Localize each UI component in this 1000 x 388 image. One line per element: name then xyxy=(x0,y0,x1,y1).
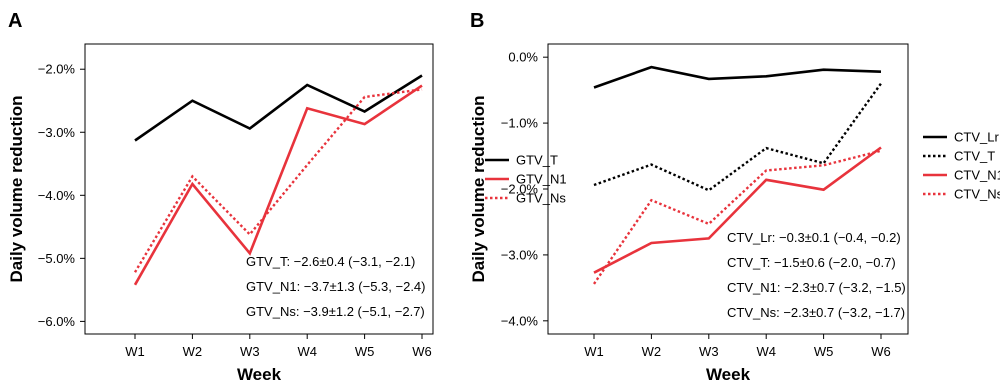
panel-a-yaxis-title: Daily volume reduction xyxy=(7,95,26,282)
panel-b-ytick-label: 0.0% xyxy=(508,50,538,65)
panel-b-xtick-label: W2 xyxy=(642,344,662,359)
panel-b: B −4.0% −3.0% −2.0% −1.0% 0.0% W1 W2 W3 W4 W5 W6 Wee… xyxy=(469,10,1000,384)
panel-a-ytick-label: −5.0% xyxy=(38,251,76,266)
panel-b-legend-label: CTV_T xyxy=(954,149,995,164)
panel-b-ytick-label: −2.0% xyxy=(501,182,539,197)
panel-a-plot-frame xyxy=(84,43,434,335)
panel-a-annotation: GTV_T: −2.6±0.4 (−3.1, −2.1) xyxy=(246,254,415,269)
panel-b-annotation: CTV_Ns: −2.3±0.7 (−3.2, −1.7) xyxy=(727,305,905,320)
panel-a-xtick-label: W4 xyxy=(297,344,317,359)
panel-a-xtick-label: W5 xyxy=(355,344,375,359)
panel-a-series-line-gtv-t xyxy=(134,74,423,142)
panel-b-legend-label: CTV_Ns xyxy=(954,187,1000,202)
panel-b-legend-label: CTV_Lr xyxy=(954,130,999,145)
panel-a-legend-label: GTV_Ns xyxy=(516,191,566,206)
panel-a-xtick-label: W3 xyxy=(240,344,260,359)
panel-b-xtick-label: W6 xyxy=(871,344,891,359)
panel-b-series-line-ctv-n1 xyxy=(593,146,882,274)
panel-b-xtick-label: W4 xyxy=(756,344,776,359)
panel-b-ytick-label: −1.0% xyxy=(501,116,539,131)
panel-a-legend-label: GTV_T xyxy=(516,153,558,168)
panel-a-xtick-label: W6 xyxy=(412,344,432,359)
panel-a-ytick-label: −2.0% xyxy=(38,62,76,77)
panel-a-xtick-label: W2 xyxy=(183,344,203,359)
panel-a-series-line-gtv-n1 xyxy=(133,84,423,286)
panel-b-xtick-label: W3 xyxy=(699,344,719,359)
panel-a-ytick-label: −6.0% xyxy=(38,314,76,329)
panel-b-series-line-ctv-lr xyxy=(593,65,882,89)
panel-a-letter: A xyxy=(8,10,22,32)
panel-b-annotation: CTV_Lr: −0.3±0.1 (−0.4, −0.2) xyxy=(727,230,901,245)
panel-a-annotation: GTV_Ns: −3.9±1.2 (−5.1, −2.7) xyxy=(246,304,425,319)
panel-a-ytick-label: −4.0% xyxy=(38,188,76,203)
panel-b-yaxis-title: Daily volume reduction xyxy=(469,95,488,282)
panel-a: A −6.0% −5.0% −4.0% −3.0% −2.0% W1 W2 W3 W4 W5 W6 We… xyxy=(7,10,567,384)
panel-b-letter: B xyxy=(470,10,484,32)
panel-b-xaxis-title: Week xyxy=(706,365,751,384)
panel-b-annotation: CTV_N1: −2.3±0.7 (−3.2, −1.5) xyxy=(727,280,906,295)
panel-a-xaxis-title: Week xyxy=(237,365,282,384)
panel-b-ytick-label: −4.0% xyxy=(501,313,539,328)
panel-a-annotation: GTV_N1: −3.7±1.3 (−5.3, −2.4) xyxy=(246,279,426,294)
panel-b-series-line-ctv-t xyxy=(593,82,882,192)
panel-b-annotation: CTV_T: −1.5±0.6 (−2.0, −0.7) xyxy=(727,255,896,270)
panel-a-legend-label: GTV_N1 xyxy=(516,172,567,187)
panel-b-xtick-label: W1 xyxy=(584,344,604,359)
panel-a-xtick-label: W1 xyxy=(125,344,145,359)
panel-a-series-line-gtv-ns xyxy=(133,88,423,273)
panel-b-xtick-label: W5 xyxy=(814,344,834,359)
panel-b-ytick-label: −3.0% xyxy=(501,247,539,262)
panel-a-ytick-label: −3.0% xyxy=(38,125,76,140)
panel-b-legend-label: CTV_N1 xyxy=(954,168,1000,183)
